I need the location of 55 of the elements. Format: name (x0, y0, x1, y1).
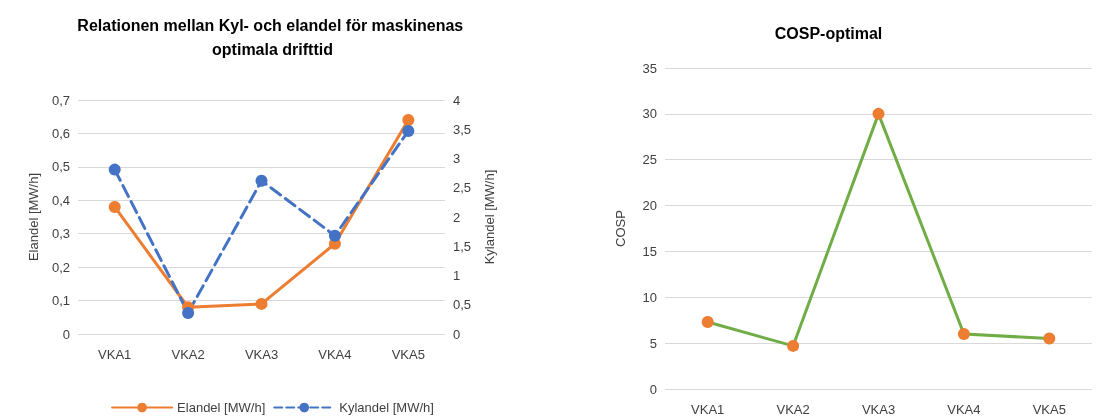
point (872, 107, 885, 120)
y-tick-label: 0,7 (51, 92, 70, 108)
y-tick-label: 0,6 (51, 125, 70, 141)
y-tick-label: 10 (642, 289, 657, 305)
y2-axis-title: Kylandel [MW/h] (482, 169, 497, 265)
x-tick-label: VKA3 (244, 347, 279, 362)
point (255, 174, 268, 187)
y2-tick-label: 1 (453, 268, 461, 283)
x-tick-label: VKA2 (171, 347, 205, 362)
point (108, 163, 121, 176)
y-tick-label: 25 (642, 152, 657, 168)
y-axis-title: COSP (613, 210, 628, 247)
y-tick-label: 30 (642, 106, 657, 122)
point (957, 327, 970, 340)
point (701, 316, 714, 329)
point (402, 114, 415, 127)
y-tick-label: 0,3 (51, 226, 70, 242)
chart-title: Relationen mellan Kyl- och elandel för maskinenas optimala drifttid (77, 16, 468, 58)
point (182, 306, 195, 319)
point (328, 229, 341, 242)
x-tick-label: VKA3 (861, 402, 896, 417)
point (402, 125, 415, 137)
x-tick-label: VKA1 (691, 402, 725, 417)
y-tick-label: 35 (642, 60, 657, 76)
y-tick-label: 5 (649, 335, 657, 351)
y2-tick-label: 3,5 (453, 121, 472, 137)
y-tick-label: 20 (642, 198, 657, 214)
y2-tick-label: 0,5 (453, 297, 472, 313)
point (787, 339, 800, 352)
y-tick-label: 0,2 (51, 259, 70, 275)
y2-tick-label: 2 (453, 209, 461, 225)
legend-label: Elandel [MW/h] (177, 400, 266, 415)
x-tick-label: VKA5 (1032, 402, 1066, 417)
x-tick-label: VKA1 (98, 347, 132, 362)
y-tick-label: 0 (62, 326, 70, 342)
y-tick-label: 0 (649, 381, 657, 397)
chart-title: COSP-optimal (774, 24, 883, 42)
y-tick-label: 0,5 (51, 159, 70, 175)
x-tick-label: VKA4 (947, 402, 981, 417)
point (108, 200, 121, 213)
point (255, 297, 268, 310)
legend-label: Kylandel [MW/h] (339, 400, 434, 415)
y2-tick-label: 3 (453, 151, 461, 166)
y-tick-label: 0,4 (51, 192, 70, 208)
y2-tick-label: 1,5 (453, 238, 472, 254)
y-axis-title: Elandel [MW/h] (26, 172, 41, 262)
y-tick-label: 0,1 (51, 293, 70, 309)
y2-tick-label: 4 (453, 92, 461, 108)
y-tick-label: 15 (642, 243, 657, 259)
point (1043, 332, 1056, 345)
x-tick-label: VKA5 (391, 347, 425, 362)
x-tick-label: VKA4 (318, 347, 352, 362)
x-tick-label: VKA2 (776, 402, 810, 417)
y2-tick-label: 0 (453, 326, 461, 342)
y2-tick-label: 2,5 (453, 180, 472, 196)
